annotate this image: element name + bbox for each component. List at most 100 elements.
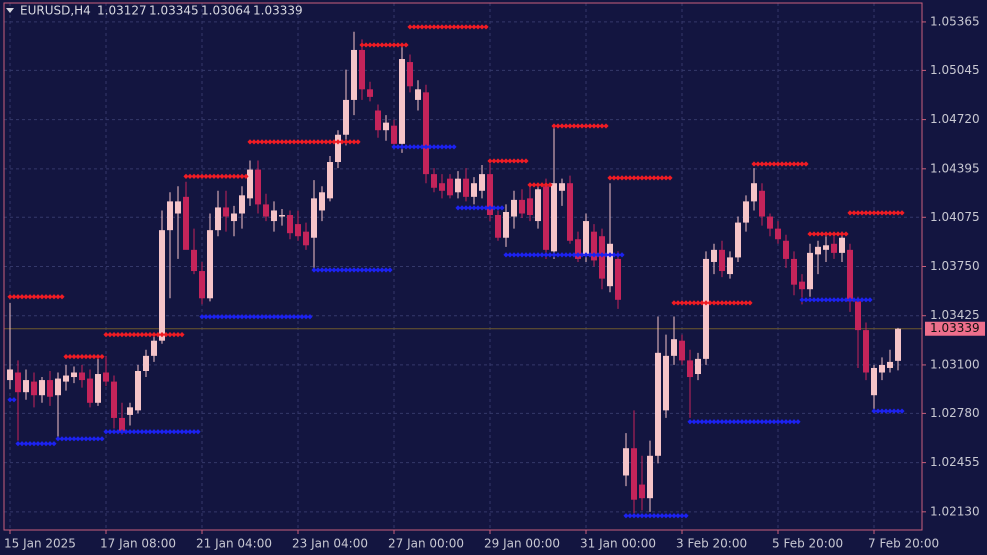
x-tick-label: 29 Jan 00:00 bbox=[484, 537, 560, 551]
candle-body bbox=[719, 249, 725, 272]
level-dot bbox=[315, 139, 321, 145]
level-dot bbox=[715, 419, 721, 425]
level-dot bbox=[679, 300, 685, 306]
level-dot bbox=[679, 513, 685, 519]
candle-body bbox=[407, 62, 413, 87]
level-dot bbox=[651, 175, 657, 181]
level-dot bbox=[771, 419, 777, 425]
level-dot bbox=[51, 294, 57, 300]
level-dot bbox=[31, 294, 37, 300]
level-dot bbox=[363, 267, 369, 273]
level-dot bbox=[295, 314, 301, 320]
level-dot bbox=[119, 429, 125, 435]
candle-body bbox=[231, 213, 237, 222]
level-dot bbox=[187, 173, 193, 179]
candle-body bbox=[119, 417, 125, 432]
level-dot bbox=[83, 436, 89, 442]
level-dot bbox=[91, 354, 97, 360]
level-dot bbox=[731, 419, 737, 425]
level-dot bbox=[827, 231, 833, 237]
candle-body bbox=[447, 178, 453, 196]
level-dot bbox=[611, 175, 617, 181]
level-dot bbox=[99, 354, 105, 360]
level-dot bbox=[815, 297, 821, 303]
level-dot bbox=[395, 42, 401, 48]
level-dot bbox=[899, 408, 905, 414]
candle-body bbox=[319, 192, 325, 211]
level-dot bbox=[535, 182, 541, 188]
level-dot bbox=[743, 300, 749, 306]
candle-body bbox=[679, 340, 685, 361]
level-dot bbox=[559, 123, 565, 129]
level-dot bbox=[783, 419, 789, 425]
level-dot bbox=[347, 139, 353, 145]
level-dot bbox=[895, 408, 901, 414]
level-dot bbox=[207, 173, 213, 179]
level-dot bbox=[671, 513, 677, 519]
level-dot bbox=[583, 252, 589, 258]
candle-body bbox=[815, 246, 821, 255]
level-dot bbox=[471, 205, 477, 211]
level-dot bbox=[687, 300, 693, 306]
level-dot bbox=[79, 436, 85, 442]
candle-body bbox=[223, 207, 229, 217]
candle-body bbox=[87, 378, 93, 403]
level-dot bbox=[115, 429, 121, 435]
level-dot bbox=[703, 419, 709, 425]
x-tick-label: 23 Jan 04:00 bbox=[292, 537, 368, 551]
level-dot bbox=[643, 175, 649, 181]
level-dot bbox=[119, 332, 125, 338]
level-dot bbox=[139, 429, 145, 435]
level-dot bbox=[139, 332, 145, 338]
current-price-label: 1.03339 bbox=[930, 321, 980, 335]
candle-body bbox=[7, 369, 13, 381]
level-dot bbox=[151, 429, 157, 435]
header-open: 1.03127 bbox=[97, 4, 147, 18]
level-dot bbox=[495, 205, 501, 211]
candle-body bbox=[735, 222, 741, 258]
candle-body bbox=[439, 183, 445, 191]
level-dot bbox=[691, 300, 697, 306]
level-dot bbox=[131, 429, 137, 435]
x-tick-label: 3 Feb 20:00 bbox=[676, 537, 747, 551]
level-dot bbox=[251, 314, 257, 320]
grid bbox=[4, 3, 922, 530]
level-dot bbox=[343, 139, 349, 145]
candle-body bbox=[727, 257, 733, 275]
level-dot bbox=[767, 161, 773, 167]
candle-body bbox=[575, 239, 581, 259]
level-dot bbox=[91, 436, 97, 442]
level-dot bbox=[815, 231, 821, 237]
level-dot bbox=[495, 158, 501, 164]
level-dot bbox=[755, 419, 761, 425]
level-dot bbox=[123, 332, 129, 338]
level-dot bbox=[483, 24, 489, 30]
y-tick-label: 1.05045 bbox=[930, 63, 980, 77]
level-dot bbox=[287, 314, 293, 320]
candle-body bbox=[135, 370, 141, 411]
level-dot bbox=[263, 139, 269, 145]
collapse-icon[interactable] bbox=[6, 8, 14, 13]
level-dot bbox=[883, 210, 889, 216]
level-dot bbox=[455, 205, 461, 211]
level-dot bbox=[23, 294, 29, 300]
level-dot bbox=[451, 24, 457, 30]
level-dot bbox=[191, 429, 197, 435]
level-dot bbox=[323, 267, 329, 273]
level-dot bbox=[511, 158, 517, 164]
level-dot bbox=[423, 24, 429, 30]
candle-body bbox=[167, 201, 173, 231]
candle-body bbox=[199, 271, 205, 299]
level-dot bbox=[779, 161, 785, 167]
candle-body bbox=[639, 484, 645, 499]
level-dot bbox=[599, 123, 605, 129]
y-tick-label: 1.02130 bbox=[930, 504, 980, 518]
level-dot bbox=[759, 419, 765, 425]
level-dot bbox=[267, 139, 273, 145]
level-dot bbox=[195, 173, 201, 179]
level-dot bbox=[563, 123, 569, 129]
level-dot bbox=[67, 436, 73, 442]
level-dot bbox=[663, 513, 669, 519]
level-dot bbox=[891, 408, 897, 414]
level-dot bbox=[239, 314, 245, 320]
